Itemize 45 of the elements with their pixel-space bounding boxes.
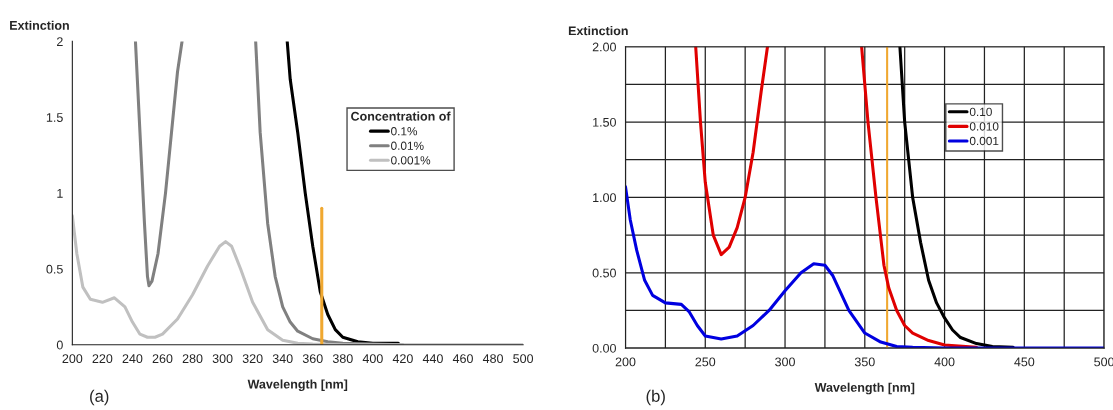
legend-title: Concentration of (351, 111, 451, 121)
y-tick-label: 1.5 (46, 113, 63, 122)
y-tick-label: 0.00 (592, 343, 616, 353)
x-tick-label: 200 (615, 357, 636, 367)
x-tick-label: 280 (182, 354, 203, 364)
y-tick-label: 0 (56, 340, 63, 350)
y-tick-label: 1 (57, 189, 63, 198)
x-tick-label: 200 (62, 354, 83, 364)
x-tick-label: 440 (422, 354, 443, 364)
legend-label: 0.10 (969, 107, 992, 117)
x-tick-label: 400 (362, 354, 383, 364)
y-tick-label: 1.50 (593, 117, 616, 127)
legend-label: 0.001% (391, 156, 431, 165)
x-tick-label: 350 (854, 357, 875, 367)
x-tick-label: 420 (392, 354, 413, 364)
x-tick-label: 480 (482, 354, 503, 364)
x-tick-label: 220 (92, 354, 113, 364)
legend-label: 0.010 (969, 122, 999, 131)
y-tick-label: 1.00 (593, 193, 616, 203)
x-axis-title: Wavelength [nm] (247, 379, 348, 392)
x-tick-label: 250 (695, 357, 716, 367)
x-tick-label: 240 (122, 354, 143, 364)
x-tick-label: 340 (272, 354, 293, 364)
y-tick-label: 0.50 (592, 268, 616, 278)
text: (b) (646, 389, 665, 406)
x-tick-label: 380 (332, 354, 353, 364)
x-tick-label: 500 (513, 354, 534, 364)
x-tick-label: 360 (302, 354, 323, 364)
x-tick-label: 450 (1014, 357, 1035, 367)
y-axis-title: Extinction (568, 26, 628, 36)
x-tick-label: 320 (242, 354, 263, 364)
legend-label: 0.01% (391, 141, 424, 150)
legend-label: 0.1% (391, 127, 418, 136)
legend-label: 0.001 (969, 136, 999, 146)
x-axis-title: Wavelength [nm] (814, 382, 915, 395)
x-tick-label: 300 (775, 357, 795, 367)
x-tick-label: 300 (212, 354, 233, 364)
y-tick-label: 2 (56, 37, 63, 46)
x-tick-label: 460 (452, 354, 473, 364)
x-tick-label: 260 (152, 354, 173, 364)
y-tick-label: 0.5 (46, 264, 63, 274)
x-tick-label: 400 (934, 357, 955, 367)
y-axis-title: Extinction (10, 20, 69, 30)
y-tick-label: 2.00 (592, 42, 616, 52)
text: (a) (90, 389, 109, 406)
